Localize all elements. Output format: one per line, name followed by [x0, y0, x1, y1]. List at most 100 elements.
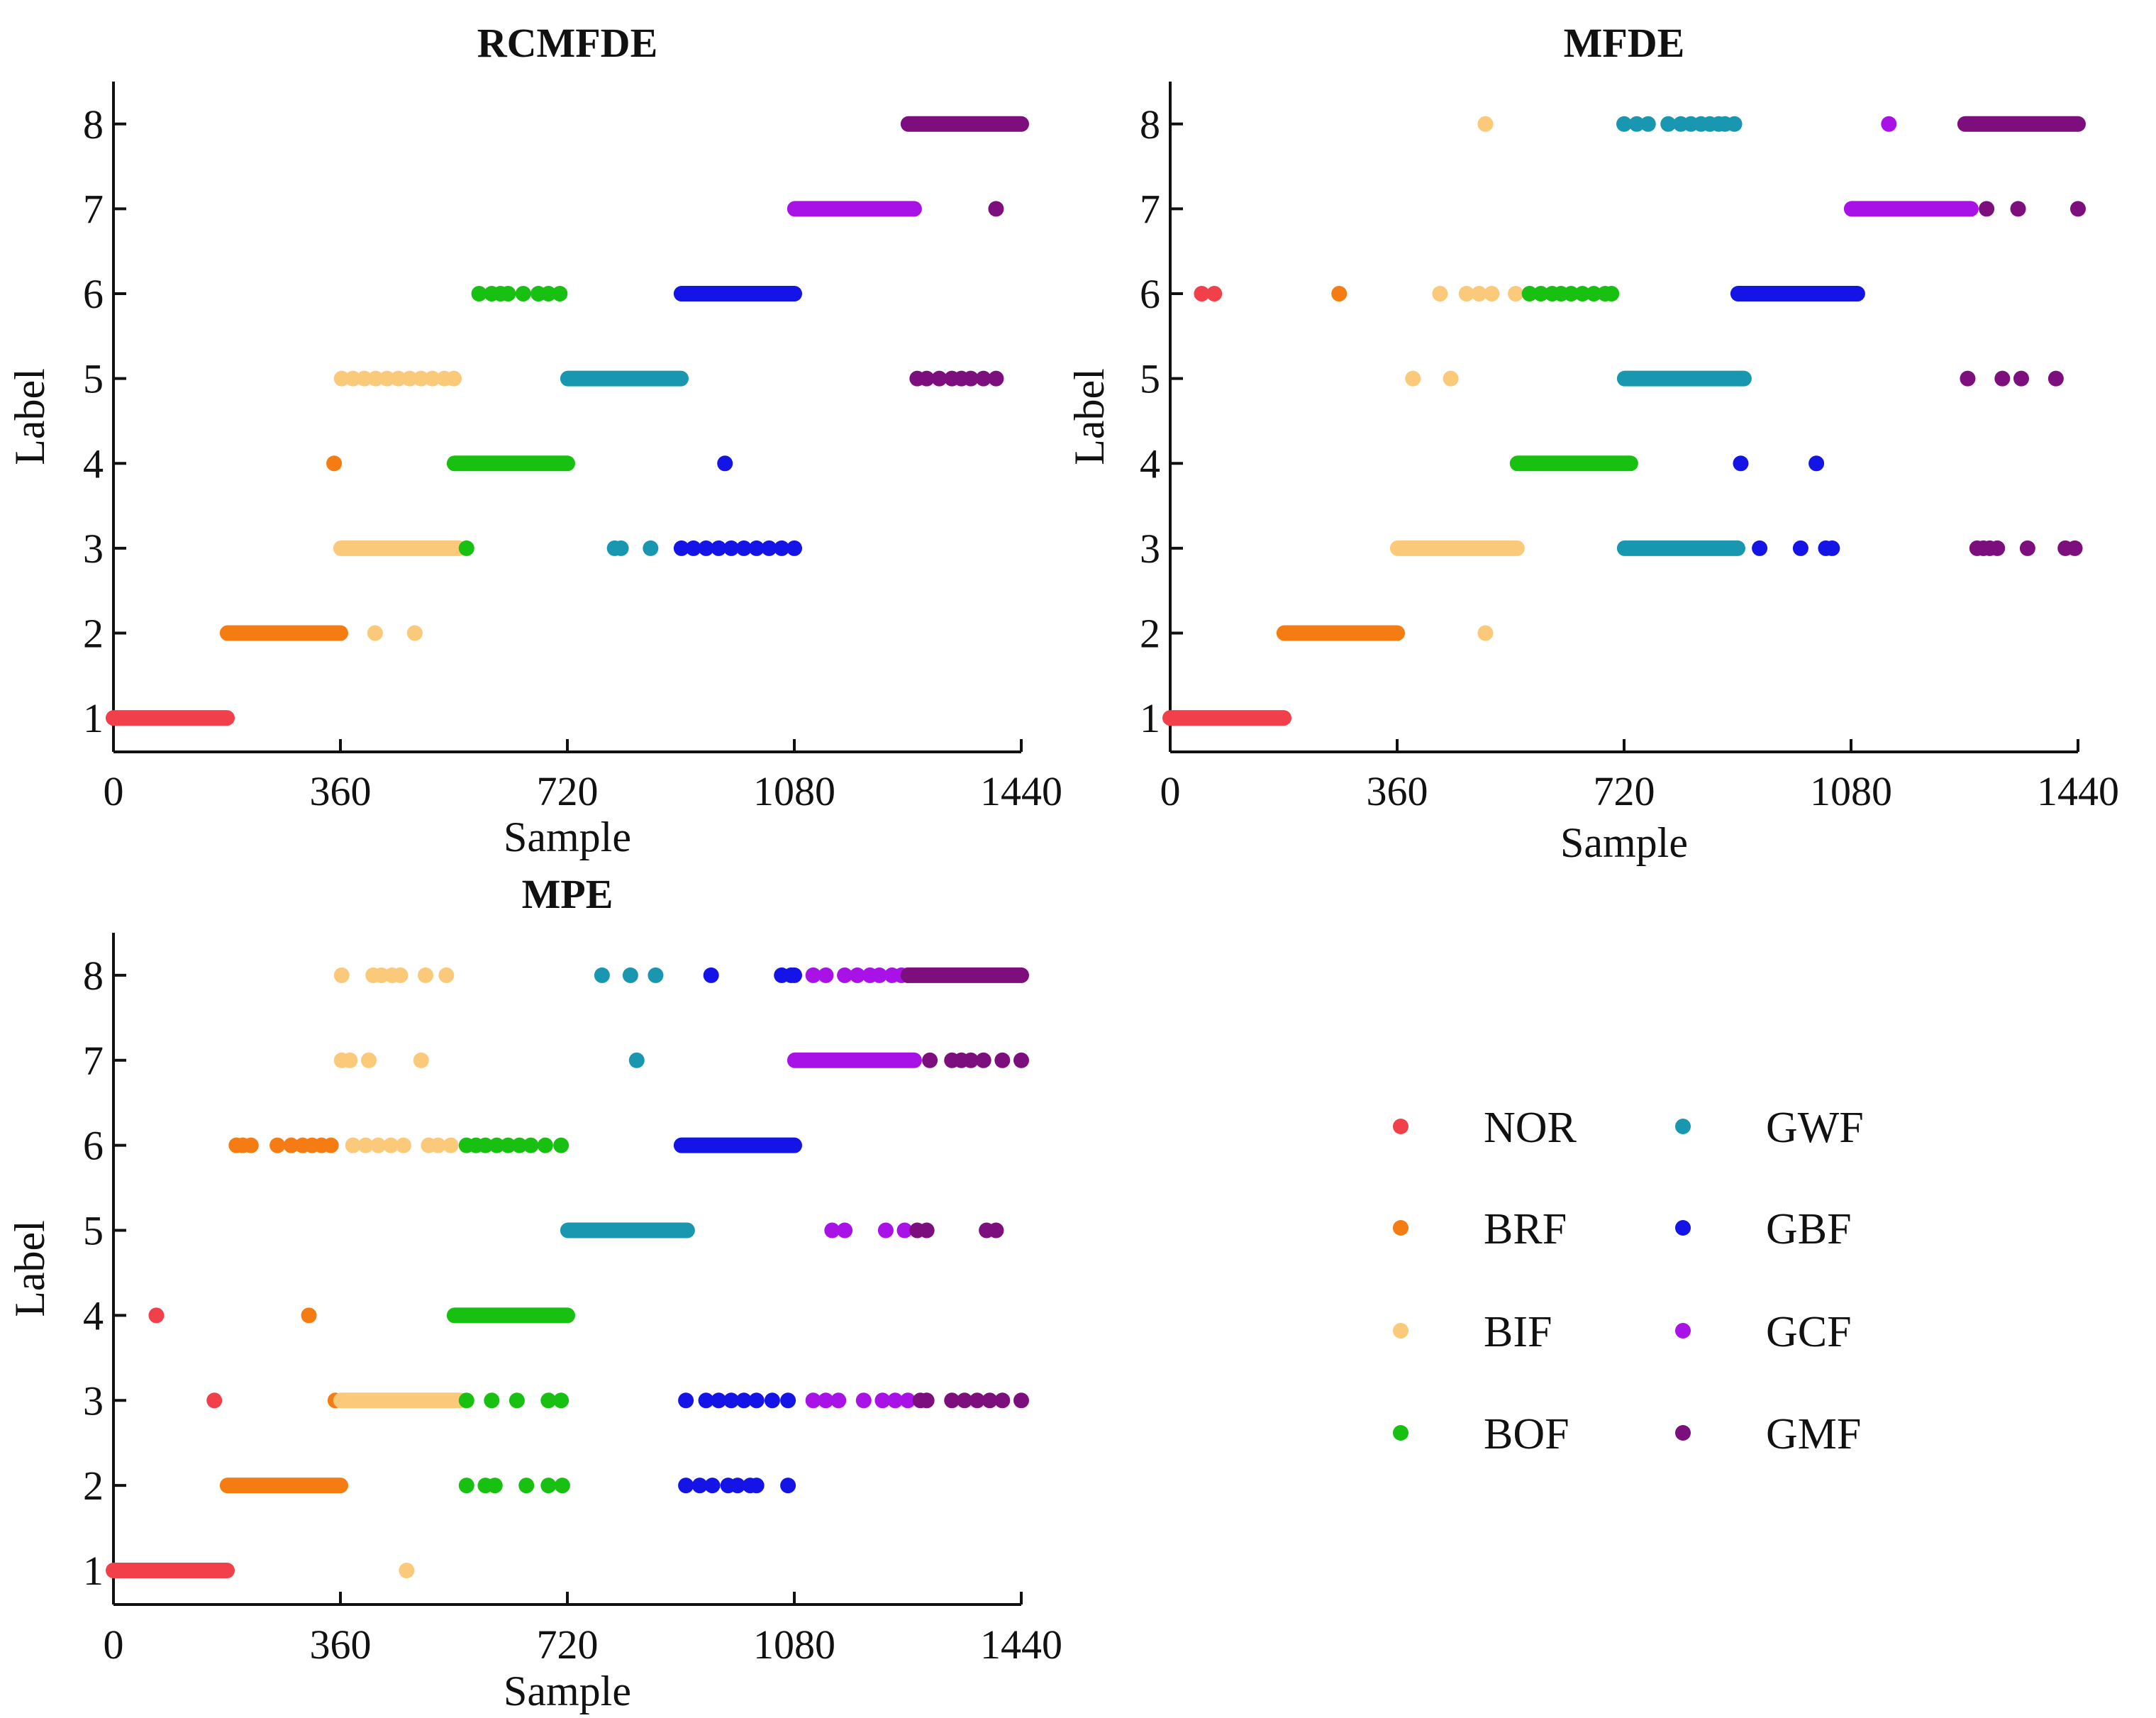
- series-gcf: [1843, 116, 1979, 217]
- series-bif: [333, 967, 468, 1579]
- data-point: [458, 1478, 474, 1494]
- data-point: [500, 286, 516, 302]
- data-point: [1808, 455, 1825, 472]
- chart-panel-mpe: 1 2 3 4 5 6 7 8 0 360 720 1080 1440 MPE Sample Label: [6, 871, 1062, 1714]
- data-point: [648, 967, 664, 983]
- y-tick-label: 5: [83, 1208, 104, 1254]
- data-point: [849, 967, 865, 983]
- chart-title: RCMFDE: [477, 20, 658, 66]
- data-point: [1563, 286, 1579, 302]
- data-point: [484, 1392, 500, 1409]
- x-tick-label: 0: [104, 768, 124, 814]
- data-point: [458, 540, 474, 556]
- data-point: [628, 1052, 645, 1068]
- data-point: [553, 1392, 569, 1409]
- data-point: [399, 1563, 415, 1579]
- x-tick-label: 1440: [2037, 768, 2119, 814]
- y-tick-label: 1: [83, 695, 104, 741]
- series-gmf: [1957, 116, 2086, 556]
- legend-marker: [1675, 1220, 1691, 1236]
- y-tick-label: 7: [1140, 186, 1160, 232]
- data-point: [1013, 1052, 1029, 1068]
- data-point: [622, 967, 638, 983]
- data-point: [345, 1137, 361, 1153]
- x-tick-label: 360: [1367, 768, 1428, 814]
- y-axis-label: Label: [1066, 368, 1113, 465]
- data-point: [1331, 286, 1348, 302]
- data-point: [1752, 540, 1768, 556]
- data-point: [944, 1392, 960, 1409]
- data-point: [764, 1392, 780, 1409]
- data-point: [698, 1392, 714, 1409]
- legend-label: GMF: [1766, 1410, 1861, 1458]
- series-gwf: [1616, 116, 1752, 556]
- series-bof: [446, 1137, 575, 1494]
- data-point: [487, 1478, 503, 1494]
- data-point: [554, 1478, 570, 1494]
- data-point: [270, 1137, 286, 1153]
- data-point: [872, 967, 887, 983]
- data-point: [748, 1392, 765, 1409]
- series-brf: [1276, 286, 1405, 641]
- data-point: [988, 370, 1004, 387]
- y-tick-label: 8: [83, 101, 104, 148]
- data-point: [735, 540, 752, 556]
- data-point: [723, 540, 740, 556]
- x-tick-label: 1080: [753, 768, 835, 814]
- data-point: [787, 540, 802, 556]
- data-point: [1443, 370, 1459, 387]
- y-tick-label: 4: [83, 440, 104, 487]
- data-point: [148, 1307, 165, 1324]
- y-tick-label: 6: [83, 1123, 104, 1169]
- chart-panel-mfde: 1 2 3 4 5 6 7 8 0 360 720 1080 1440 MFDE Sample Label: [1066, 20, 2119, 866]
- data-point: [418, 967, 433, 983]
- series-bif: [1389, 116, 1525, 641]
- data-point: [994, 1052, 1011, 1068]
- data-point: [1979, 201, 1995, 217]
- data-point: [774, 540, 790, 556]
- data-point: [383, 1137, 399, 1153]
- data-point: [1792, 540, 1808, 556]
- data-point: [1824, 540, 1840, 556]
- series-gbf: [673, 967, 802, 1494]
- data-point: [837, 967, 853, 983]
- data-point: [1616, 116, 1632, 132]
- data-point: [962, 370, 979, 387]
- data-point: [1989, 540, 2006, 556]
- data-point: [1628, 116, 1645, 132]
- legend-label: BOF: [1484, 1410, 1569, 1458]
- data-point: [855, 1392, 872, 1409]
- y-tick-label: 3: [83, 1378, 104, 1424]
- data-point: [1206, 286, 1223, 302]
- series-brf: [219, 455, 348, 641]
- y-tick-label: 6: [83, 271, 104, 317]
- data-point: [818, 967, 834, 983]
- data-point: [1640, 116, 1656, 132]
- legend-label: BRF: [1484, 1205, 1567, 1253]
- data-point: [395, 1137, 411, 1153]
- legend-marker: [1393, 1425, 1408, 1441]
- data-point: [735, 1392, 752, 1409]
- legend-label: GCF: [1766, 1308, 1852, 1356]
- data-point: [379, 370, 395, 387]
- data-point: [975, 370, 991, 387]
- legend-label: BIF: [1484, 1308, 1552, 1356]
- data-point: [1533, 286, 1549, 302]
- data-point: [367, 370, 384, 387]
- chart-title: MFDE: [1564, 20, 1685, 66]
- x-tick-label: 0: [104, 1622, 124, 1668]
- y-tick-label: 2: [1140, 611, 1160, 657]
- data-point: [730, 1478, 745, 1494]
- data-point: [413, 370, 429, 387]
- data-point: [1586, 286, 1602, 302]
- data-point: [2013, 370, 2029, 387]
- x-axis-label: Sample: [1560, 819, 1688, 866]
- data-point: [780, 1478, 796, 1494]
- data-point: [922, 1052, 938, 1068]
- legend-label: NOR: [1484, 1104, 1577, 1152]
- data-point: [874, 1392, 891, 1409]
- data-point: [326, 455, 343, 472]
- data-point: [1458, 286, 1474, 302]
- data-point: [413, 1052, 429, 1068]
- data-point: [824, 1222, 840, 1238]
